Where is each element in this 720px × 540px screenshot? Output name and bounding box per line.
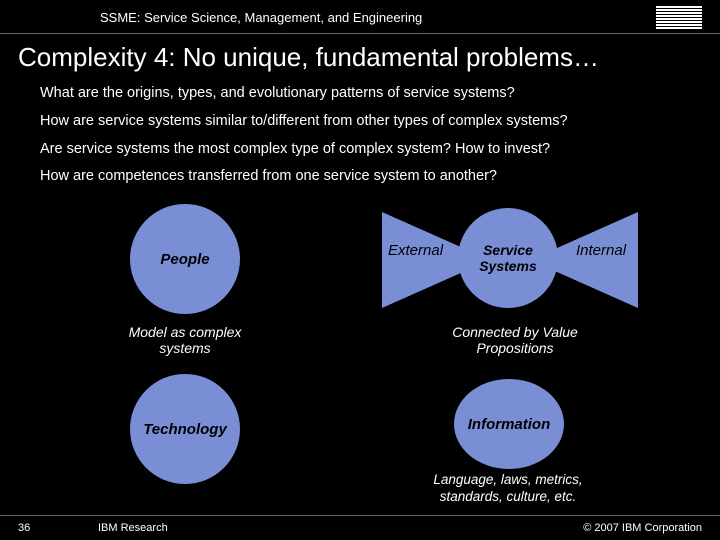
node-label: People xyxy=(160,251,209,268)
page-number: 36 xyxy=(18,522,58,534)
question-item: What are the origins, types, and evoluti… xyxy=(40,83,680,105)
node-service-systems: Service Systems xyxy=(458,208,558,308)
header-subtitle: SSME: Service Science, Management, and E… xyxy=(100,10,422,25)
diagram-area: People Technology Model as complex syste… xyxy=(0,204,720,494)
node-label: Service Systems xyxy=(458,242,558,274)
footer-bar: 36 IBM Research © 2007 IBM Corporation xyxy=(0,515,720,540)
question-item: How are competences transferred from one… xyxy=(40,166,680,188)
question-list: What are the origins, types, and evoluti… xyxy=(0,79,720,204)
bowtie-label-external: External xyxy=(388,242,443,259)
language-note: Language, laws, metrics, standards, cult… xyxy=(408,472,608,506)
node-technology: Technology xyxy=(130,374,240,484)
node-label: Information xyxy=(468,416,551,433)
node-information: Information xyxy=(454,379,564,469)
footer-org: IBM Research xyxy=(98,522,168,534)
question-item: How are service systems similar to/diffe… xyxy=(40,111,680,133)
bowtie-label-internal: Internal xyxy=(576,242,626,259)
ibm-logo xyxy=(656,6,702,29)
node-label: Technology xyxy=(143,421,227,438)
slide-title: Complexity 4: No unique, fundamental pro… xyxy=(0,34,720,79)
mid-label-value: Connected by Value Propositions xyxy=(440,324,590,356)
footer-copyright: © 2007 IBM Corporation xyxy=(583,522,702,534)
header-bar: SSME: Service Science, Management, and E… xyxy=(0,0,720,34)
question-item: Are service systems the most complex typ… xyxy=(40,139,680,161)
node-people: People xyxy=(130,204,240,314)
mid-label-model: Model as complex systems xyxy=(120,324,250,356)
